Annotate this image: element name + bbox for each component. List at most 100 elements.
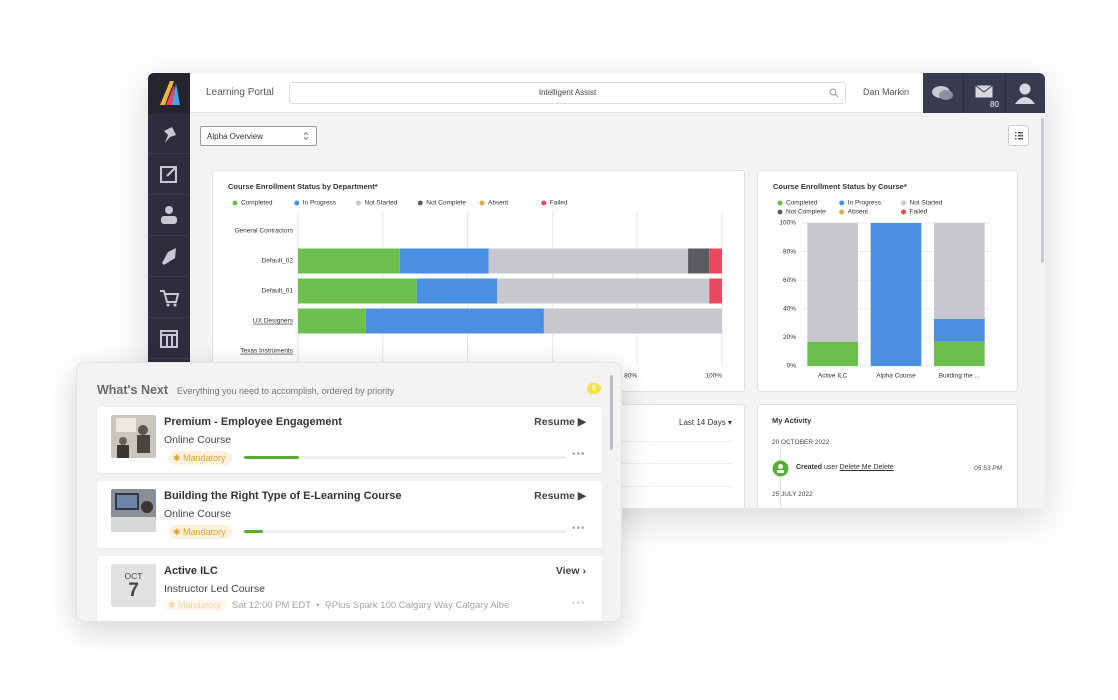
activity-action: Created: [796, 464, 823, 471]
search-box[interactable]: Intelligent Assist: [289, 82, 846, 104]
y-tick-label: Texas Instruments: [240, 348, 293, 355]
date-tile: OCT 7: [111, 564, 156, 607]
search-placeholder: Intelligent Assist: [538, 88, 597, 97]
legend-swatch: [479, 200, 485, 206]
scrollbar[interactable]: [1041, 118, 1044, 263]
mail-icon[interactable]: [975, 85, 993, 98]
course-type: Online Course: [164, 434, 232, 446]
my-activity-panel: My Activity 20 OCTOBER 2022 Created user…: [757, 404, 1018, 508]
legend-label: Not Complete: [426, 200, 466, 207]
course-item[interactable]: OCT 7 Active ILC Instructor Led Course ✱…: [97, 556, 602, 621]
dashboard-selector[interactable]: Alpha Overview: [200, 126, 317, 146]
more-menu[interactable]: •••: [572, 598, 586, 609]
session-time: Sat 12:00 PM EDT: [231, 600, 311, 611]
course-item[interactable]: Building the Right Type of E-Learning Co…: [97, 481, 602, 548]
progress-bar: [244, 456, 299, 459]
mandatory-tag: ✱ Mandatory: [169, 525, 232, 539]
legend-label: Not Complete: [786, 209, 826, 216]
bar-segment: [934, 318, 985, 342]
chart: Course Enrollment Status by Course* Compl…: [773, 182, 991, 380]
legend-swatch: [541, 200, 547, 206]
nav-edit[interactable]: [148, 154, 190, 195]
list-view-button[interactable]: [1008, 125, 1029, 146]
bar-segment: [416, 278, 498, 304]
app-window: Learning Portal Intelligent Assist Dan M…: [148, 73, 1045, 508]
bar-segment: [298, 248, 400, 274]
course-thumbnail: [111, 489, 156, 532]
bar-segment: [870, 223, 922, 366]
activity-link[interactable]: Delete Me Delete: [839, 464, 894, 471]
course-action[interactable]: Resume ▶: [534, 416, 586, 428]
legend-swatch: [294, 200, 300, 206]
tag-text: Mandatory: [178, 600, 221, 610]
action-text: Resume: [534, 416, 575, 428]
course-action[interactable]: Resume ▶: [534, 490, 586, 502]
course-chart-panel: Course Enrollment Status by Course* Compl…: [757, 170, 1018, 392]
legend-label: Absent: [848, 209, 868, 216]
legend-swatch: [901, 209, 906, 215]
chat-icon[interactable]: [931, 84, 955, 102]
more-menu[interactable]: •••: [572, 449, 586, 460]
course-type: Instructor Led Course: [164, 583, 265, 595]
y-tick-label: UX Designers: [253, 318, 294, 325]
x-tick-label: Active ILC: [818, 373, 848, 380]
legend-swatch: [417, 200, 423, 206]
activity-icon: [772, 460, 789, 477]
bar-segment: [298, 278, 417, 304]
bar-segment: [543, 308, 722, 334]
legend-swatch: [232, 200, 238, 206]
legend-swatch: [901, 200, 906, 206]
x-tick-label: 100%: [705, 373, 722, 380]
x-tick-label: Alpha Course: [876, 373, 916, 380]
tag-text: Mandatory: [183, 453, 226, 463]
logo: [148, 73, 190, 113]
bar-segment: [497, 278, 710, 304]
nav-rocket[interactable]: [148, 236, 190, 277]
legend-swatch: [777, 209, 783, 215]
more-menu[interactable]: •••: [572, 523, 586, 534]
legend-label: Completed: [786, 200, 818, 207]
bar-segment: [934, 223, 985, 319]
y-tick-label: Default_02: [262, 258, 294, 265]
action-text: Resume: [534, 490, 575, 502]
course-title: Building the Right Type of E-Learning Co…: [164, 490, 402, 502]
session-meta: ✱ Mandatory Sat 12:00 PM EDT • ⚲Plus Spa…: [164, 600, 584, 611]
nav-table[interactable]: [148, 318, 190, 359]
card-subtitle: Everything you need to accomplish, order…: [177, 386, 395, 396]
y-tick-label: General Contractors: [234, 228, 293, 235]
count-badge: 6: [587, 383, 601, 394]
tag-text: Mandatory: [183, 527, 226, 537]
activity-time: 05:53 PM: [974, 465, 1002, 472]
search-icon: [829, 88, 839, 98]
bar-segment: [365, 308, 544, 334]
bar-segment: [709, 248, 722, 274]
course-action[interactable]: View ›: [555, 565, 586, 577]
header-actions: 80: [923, 73, 1045, 113]
scrollbar[interactable]: [610, 375, 613, 450]
legend-swatch: [777, 200, 783, 206]
app-name: Learning Portal: [206, 87, 274, 98]
period-value: Last 14 Days: [679, 418, 726, 427]
bar-segment: [807, 223, 858, 342]
course-title: Premium - Employee Engagement: [164, 416, 342, 428]
selector-value: Alpha Overview: [207, 132, 264, 141]
course-item[interactable]: Premium - Employee Engagement Online Cou…: [97, 407, 602, 473]
legend-label: Failed: [910, 209, 928, 216]
period-filter[interactable]: Last 14 Days ▾: [679, 418, 732, 427]
nav-cart[interactable]: [148, 277, 190, 318]
legend-label: Completed: [241, 200, 273, 207]
activity-text: user: [824, 464, 838, 471]
legend-label: Not Started: [365, 200, 398, 207]
legend-label: In Progress: [303, 200, 337, 207]
chart-title: Course Enrollment Status by Course*: [773, 182, 907, 191]
date-month: OCT: [124, 571, 143, 581]
nav-pin[interactable]: [148, 113, 190, 154]
bar-segment: [709, 278, 722, 304]
y-tick-label: 60%: [783, 277, 796, 284]
date-day: 7: [128, 580, 139, 601]
y-tick-label: 0%: [787, 363, 797, 370]
nav-users[interactable]: [148, 195, 190, 236]
user-icon[interactable]: [1015, 82, 1035, 104]
user-name: Dan Markin: [863, 87, 910, 97]
y-tick-label: 100%: [779, 220, 796, 227]
